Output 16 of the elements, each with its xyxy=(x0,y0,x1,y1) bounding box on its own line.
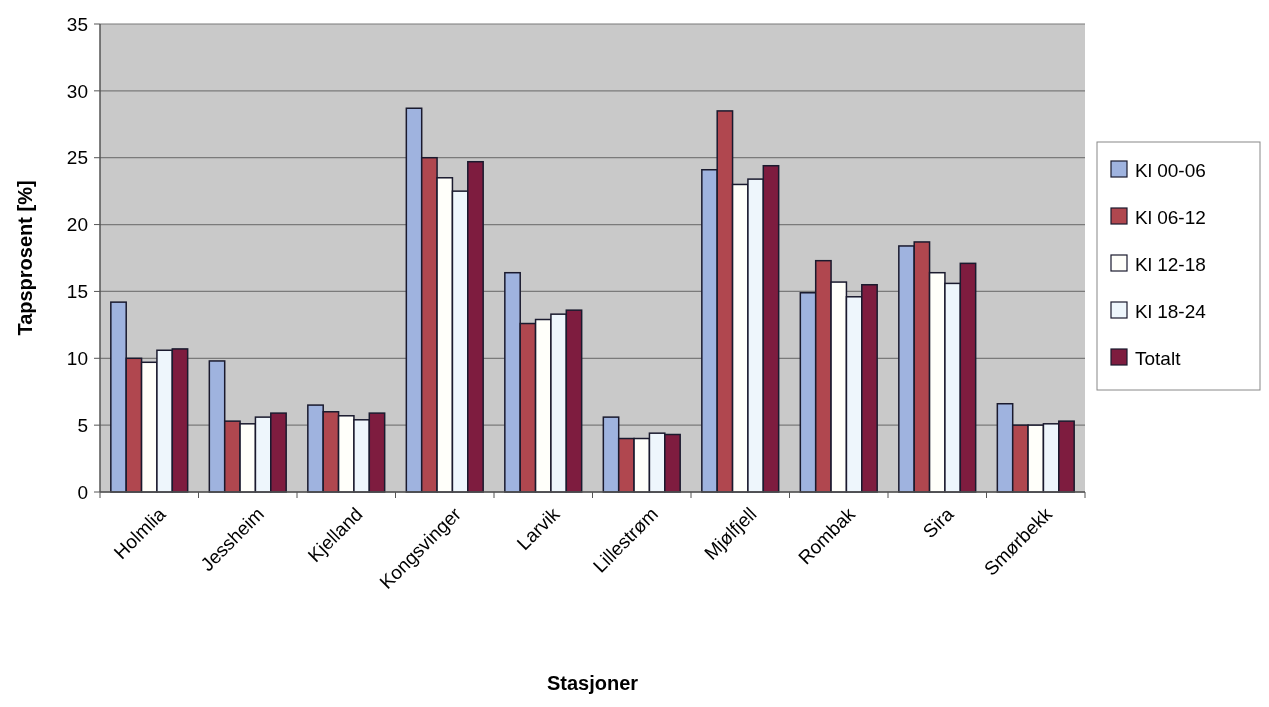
legend-label: Totalt xyxy=(1135,347,1182,369)
y-tick-label: 0 xyxy=(77,481,88,503)
legend-label: Kl 06-12 xyxy=(1135,206,1206,228)
legend-label: Kl 00-06 xyxy=(1135,159,1206,181)
legend-label: Kl 12-18 xyxy=(1135,253,1206,275)
y-tick-label: 10 xyxy=(66,347,88,369)
y-axis-title: Tapsprosent [%] xyxy=(14,180,36,336)
y-tick-label: 15 xyxy=(66,281,88,303)
legend-label: Kl 18-24 xyxy=(1135,300,1207,322)
y-tick-label: 20 xyxy=(66,214,88,236)
y-tick-label: 35 xyxy=(66,13,88,35)
y-tick-label: 25 xyxy=(66,147,88,169)
x-tick-label: Sira xyxy=(918,503,958,543)
y-tick-label: 30 xyxy=(66,80,88,102)
y-tick-label: 5 xyxy=(77,414,88,436)
x-axis-title: Stasjoner xyxy=(546,672,639,694)
